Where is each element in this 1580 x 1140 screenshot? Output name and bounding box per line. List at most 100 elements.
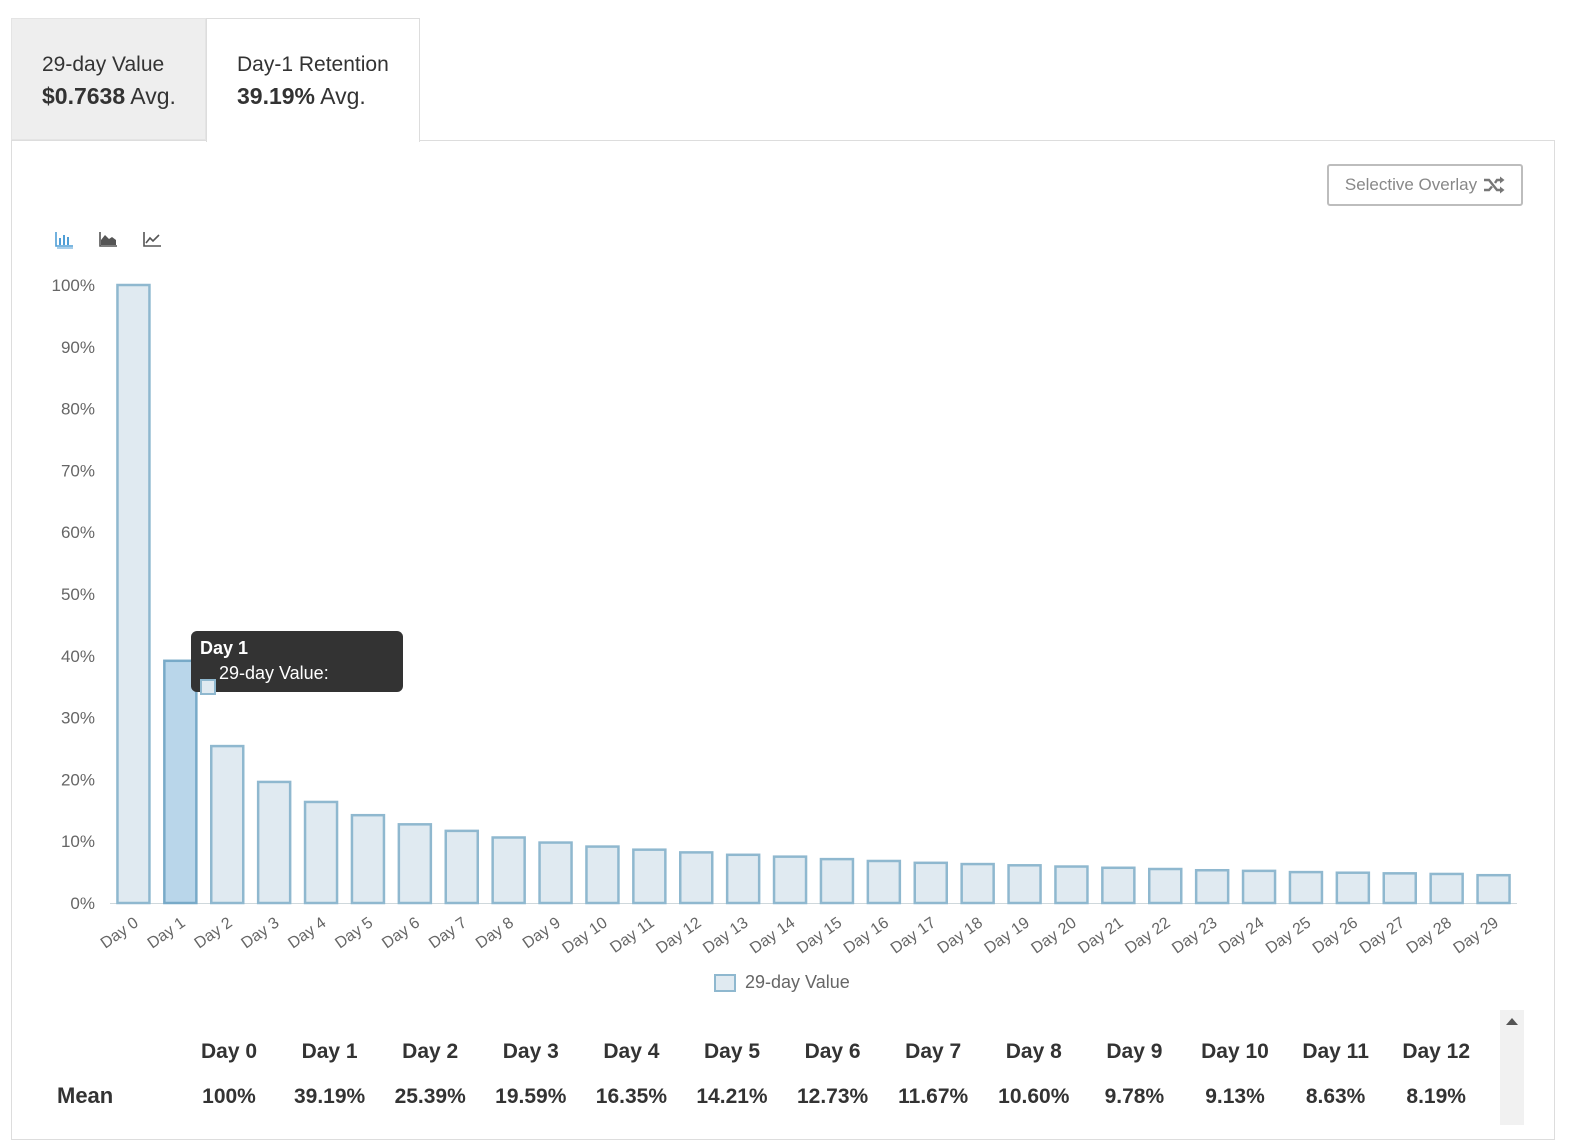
tab-metric-suffix: Avg. [130, 83, 176, 109]
bar-day-11[interactable] [632, 848, 667, 905]
stats-column-header: Day 6 [804, 1040, 861, 1063]
bar-day-5[interactable] [350, 813, 386, 905]
tooltip-title: Day 1 [200, 638, 249, 658]
stats-column-header: Day 7 [905, 1040, 962, 1063]
chart-tooltip: Day 1 29-day Value: 39.19% [191, 631, 403, 711]
bar-day-19[interactable] [1007, 864, 1042, 905]
stats-column-header: Day 0 [200, 1040, 258, 1063]
tab-title: 29-day Value [42, 53, 165, 76]
bar-day-15[interactable] [819, 857, 855, 905]
stats-mean-cell: 11.67% [898, 1085, 969, 1108]
x-tick-label: Day 20 [1028, 914, 1079, 957]
stats-mean-cell: 100% [202, 1085, 256, 1108]
area-chart-icon[interactable] [97, 229, 119, 249]
x-tick-label: Day 0 [98, 914, 142, 952]
y-tick-label: 20% [61, 770, 95, 789]
stats-mean-cell: 16.35% [595, 1085, 667, 1108]
x-tick-label: Day 22 [1122, 914, 1173, 957]
bar-day-17[interactable] [913, 861, 948, 905]
stats-mean-cell: 12.73% [796, 1085, 869, 1108]
x-tick-label: Day 19 [982, 914, 1033, 957]
x-tick-label: Day 18 [935, 914, 986, 957]
stats-column-header: Day 9 [1106, 1040, 1163, 1063]
stats-column-header: Day 8 [1005, 1040, 1062, 1063]
y-tick-label: 70% [61, 461, 95, 480]
stats-column-header: Day 2 [402, 1040, 459, 1063]
bar-day-3[interactable] [256, 780, 292, 905]
x-tick-label: Day 12 [653, 914, 704, 957]
bar-day-27[interactable] [1382, 872, 1417, 905]
bar-day-21[interactable] [1101, 866, 1136, 905]
stats-column-header: Day 11 [1302, 1040, 1369, 1063]
selective-overlay-label: Selective Overlay [1344, 175, 1478, 194]
x-tick-label: Day 16 [841, 914, 892, 957]
x-tick-label: Day 28 [1404, 914, 1455, 957]
stats-mean-cell: 9.13% [1205, 1085, 1265, 1108]
bar-day-26[interactable] [1335, 871, 1371, 905]
selective-overlay-button[interactable]: Selective Overlay [1327, 164, 1523, 206]
bar-day-23[interactable] [1194, 868, 1230, 905]
tab-29-day-value[interactable]: 29-day Value $0.7638 Avg. [11, 18, 206, 140]
x-tick-label: Day 26 [1310, 914, 1361, 957]
stats-column-header: Day 12 [1402, 1040, 1471, 1063]
bar-day-6[interactable] [397, 823, 433, 905]
bar-day-4[interactable] [303, 800, 339, 905]
x-tick-label: Day 23 [1169, 914, 1220, 957]
bar-day-13[interactable] [725, 853, 761, 905]
x-tick-label: Day 27 [1357, 914, 1408, 957]
scroll-up-icon[interactable] [1506, 1018, 1518, 1025]
bar-day-22[interactable] [1148, 867, 1183, 905]
x-tick-label: Day 29 [1451, 914, 1502, 957]
stats-column-header: Day 5 [703, 1040, 761, 1063]
bar-day-14[interactable] [772, 855, 808, 905]
bar-day-16[interactable] [866, 859, 902, 905]
bar-day-9[interactable] [538, 841, 573, 905]
bar-day-12[interactable] [679, 851, 714, 905]
stats-row-label: Mean [57, 1083, 114, 1108]
bar-day-2[interactable] [210, 744, 245, 905]
y-tick-label: 0% [70, 894, 95, 913]
stats-mean-cell: 39.19% [293, 1085, 366, 1108]
stats-mean-cell: 19.59% [495, 1085, 567, 1108]
x-tick-label: Day 1 [145, 914, 189, 952]
bar-day-0[interactable] [116, 283, 151, 905]
tooltip-swatch [200, 679, 216, 695]
bar-day-20[interactable] [1054, 865, 1089, 905]
y-tick-label: 10% [61, 832, 95, 851]
bar-day-25[interactable] [1288, 870, 1324, 905]
x-tick-label: Day 24 [1216, 914, 1267, 957]
x-tick-label: Day 25 [1263, 914, 1314, 957]
stats-scrollbar[interactable] [1500, 1010, 1524, 1125]
stats-table: Mean Day 0 100% Day 1 39.19% Day 2 25.39% Day … [0, 1035, 1497, 1125]
bar-day-7[interactable] [444, 829, 479, 905]
stats-mean-cell: 10.60% [998, 1085, 1070, 1108]
bar-day-8[interactable] [491, 836, 526, 905]
y-tick-label: 30% [61, 709, 95, 728]
line-chart-icon[interactable] [141, 229, 163, 249]
x-tick-label: Day 5 [332, 914, 376, 952]
y-tick-label: 50% [61, 585, 95, 604]
legend-label: 29-day Value [745, 972, 850, 992]
tab-day-1-retention[interactable]: Day-1 Retention 39.19% Avg. [206, 18, 420, 142]
stats-column-header: Day 3 [502, 1040, 559, 1063]
stats-column-header: Day 13 [1487, 1040, 1497, 1064]
shuffle-icon [1484, 176, 1505, 194]
x-tick-label: Day 2 [192, 914, 236, 952]
bar-day-29[interactable] [1476, 873, 1511, 905]
tooltip-text: 29-day Value: 39.19% [218, 663, 329, 711]
x-tick-label: Day 10 [559, 914, 610, 957]
stats-mean-cell: 25.39% [394, 1085, 466, 1108]
x-tick-label: Day 21 [1075, 914, 1126, 957]
tab-metric-suffix: Avg. [320, 83, 366, 109]
chart-legend[interactable]: 29-day Value [714, 972, 850, 993]
legend-swatch [714, 973, 736, 992]
y-tick-label: 40% [61, 647, 95, 666]
bar-day-1[interactable] [163, 659, 198, 905]
x-tick-label: Day 9 [520, 914, 564, 952]
bar-day-10[interactable] [585, 845, 620, 905]
x-tick-label: Day 11 [607, 914, 657, 956]
bar-day-28[interactable] [1429, 872, 1464, 905]
bar-day-18[interactable] [960, 862, 995, 905]
bar-day-24[interactable] [1241, 869, 1277, 905]
bar-chart-icon[interactable] [53, 229, 75, 249]
